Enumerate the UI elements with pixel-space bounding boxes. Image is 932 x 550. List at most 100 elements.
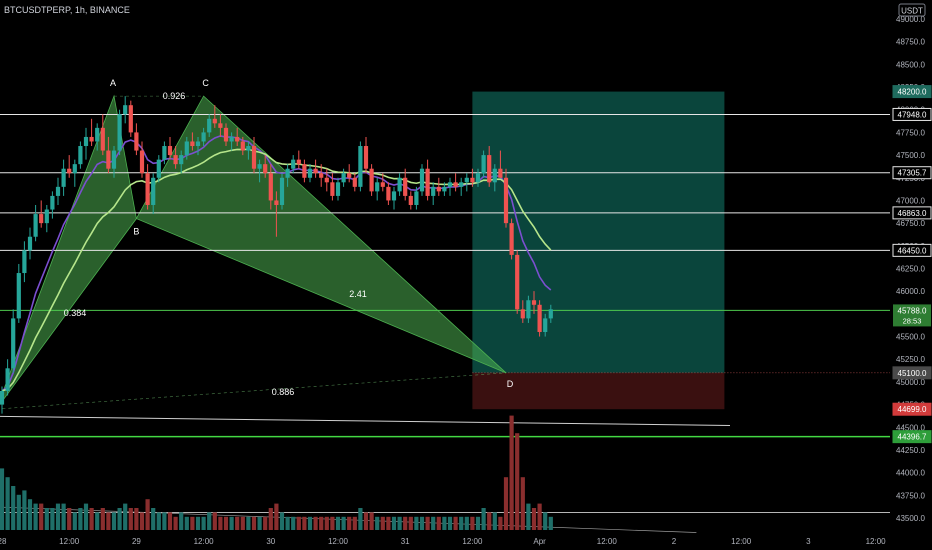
volume-bar xyxy=(503,477,509,530)
volume-bar xyxy=(207,512,212,530)
volume-bar xyxy=(72,512,77,530)
candle-body xyxy=(67,168,72,174)
volume-bar xyxy=(459,516,464,530)
currency-badge[interactable]: USDT xyxy=(898,3,926,17)
x-tick-label: 31 xyxy=(401,537,410,546)
volume-bars xyxy=(0,415,553,530)
volume-bar xyxy=(324,516,329,530)
price-tag-stop-label: 44699.0 xyxy=(898,405,927,414)
volume-bar xyxy=(403,516,408,530)
candle-body xyxy=(89,136,94,142)
volume-bar xyxy=(156,512,161,530)
candle-body xyxy=(167,146,173,156)
volume-bar xyxy=(11,486,16,530)
candle-body xyxy=(352,177,357,187)
volume-bar xyxy=(285,516,290,530)
candle-body xyxy=(475,173,481,183)
candle-body xyxy=(235,136,240,142)
candle-body xyxy=(380,182,385,187)
candle-body xyxy=(27,236,33,251)
price-tag-entry-box xyxy=(892,366,932,380)
candle-body xyxy=(313,168,318,174)
volume-bar xyxy=(117,508,122,530)
pattern-label-a: A xyxy=(110,78,116,88)
volume-bar xyxy=(100,508,105,530)
volume-bar xyxy=(397,516,402,530)
volume-bar xyxy=(358,508,363,530)
candle-body xyxy=(285,168,290,178)
x-tick-label: 3 xyxy=(806,537,811,546)
volume-bar xyxy=(83,503,89,530)
volume-bar xyxy=(330,516,335,530)
price-tag-target-box xyxy=(892,85,932,99)
candle-body xyxy=(212,118,217,124)
level-tag-green-box xyxy=(892,430,932,444)
volume-bar xyxy=(386,516,391,530)
candle-body xyxy=(425,168,430,196)
x-tick-label: Apr xyxy=(533,537,546,546)
pattern-label-b: B xyxy=(133,227,139,237)
level-tag-2-label: 46863.0 xyxy=(898,209,927,218)
candle-body xyxy=(442,186,447,192)
pattern-labels: A B C D 0.926 0.384 2.41 0.886 xyxy=(64,78,514,397)
x-tick-label: 12:00 xyxy=(462,537,483,546)
ratio-label-2: 2.41 xyxy=(349,289,367,299)
volume-bar xyxy=(487,512,492,530)
volume-bar xyxy=(55,503,61,530)
volume-bar xyxy=(470,516,475,530)
volume-bar xyxy=(39,503,44,530)
candle-body xyxy=(11,318,16,369)
candle-body xyxy=(307,168,313,178)
candle-body xyxy=(397,177,402,192)
volume-bar xyxy=(5,477,10,530)
pattern-label-c: C xyxy=(202,78,209,88)
volume-bar xyxy=(16,494,21,530)
ratio-label-1: 0.384 xyxy=(64,308,87,318)
y-tick-label: 47000.0 xyxy=(896,196,925,205)
volume-bar xyxy=(95,512,100,530)
y-tick-label: 48500.0 xyxy=(896,60,925,69)
candle-body xyxy=(151,177,156,205)
currency-label: USDT xyxy=(901,7,923,16)
volume-bar xyxy=(498,516,503,530)
y-tick-label: 43500.0 xyxy=(896,514,925,523)
y-tick-label: 44250.0 xyxy=(896,446,925,455)
target-zone xyxy=(472,91,725,373)
level-tag-green-label: 44396.7 xyxy=(898,433,927,442)
level-tag-1-box xyxy=(892,166,932,180)
candle-body xyxy=(134,132,139,151)
volume-bar xyxy=(509,415,514,530)
candle-body xyxy=(274,200,279,205)
volume-bar xyxy=(33,503,38,530)
candle-body xyxy=(492,168,497,183)
candle-body xyxy=(111,150,117,169)
candle-body xyxy=(257,164,262,169)
candle-body xyxy=(223,127,229,142)
volume-bar xyxy=(431,516,436,530)
countdown-label: 28:53 xyxy=(903,316,922,325)
last-price-box xyxy=(893,304,931,327)
candle-body xyxy=(201,132,206,142)
volume-bar xyxy=(520,477,525,530)
volume-bar xyxy=(515,433,520,530)
volume-bar xyxy=(240,516,245,530)
volume-bar xyxy=(139,512,145,530)
candle-body xyxy=(520,309,525,319)
candle-body xyxy=(123,105,128,115)
candle-body xyxy=(419,168,425,192)
volume-bar xyxy=(106,512,111,530)
volume-bar xyxy=(78,508,83,530)
candle-body xyxy=(531,300,537,305)
volume-bar xyxy=(190,516,195,530)
time-axis: 28 12:00 29 12:00 30 12:00 31 12:00 Apr 12:00 2 12:… xyxy=(0,537,886,546)
volume-bar xyxy=(246,516,251,530)
volume-bar xyxy=(235,516,240,530)
volume-bar xyxy=(257,516,262,530)
volume-bar xyxy=(341,516,346,530)
symbol-title: BTCUSDTPERP, 1h, BINANCE xyxy=(4,5,130,15)
candle-body xyxy=(335,182,341,196)
volume-bar xyxy=(89,508,94,530)
y-tick-label: 44000.0 xyxy=(896,469,925,478)
volume-bar xyxy=(319,516,324,530)
